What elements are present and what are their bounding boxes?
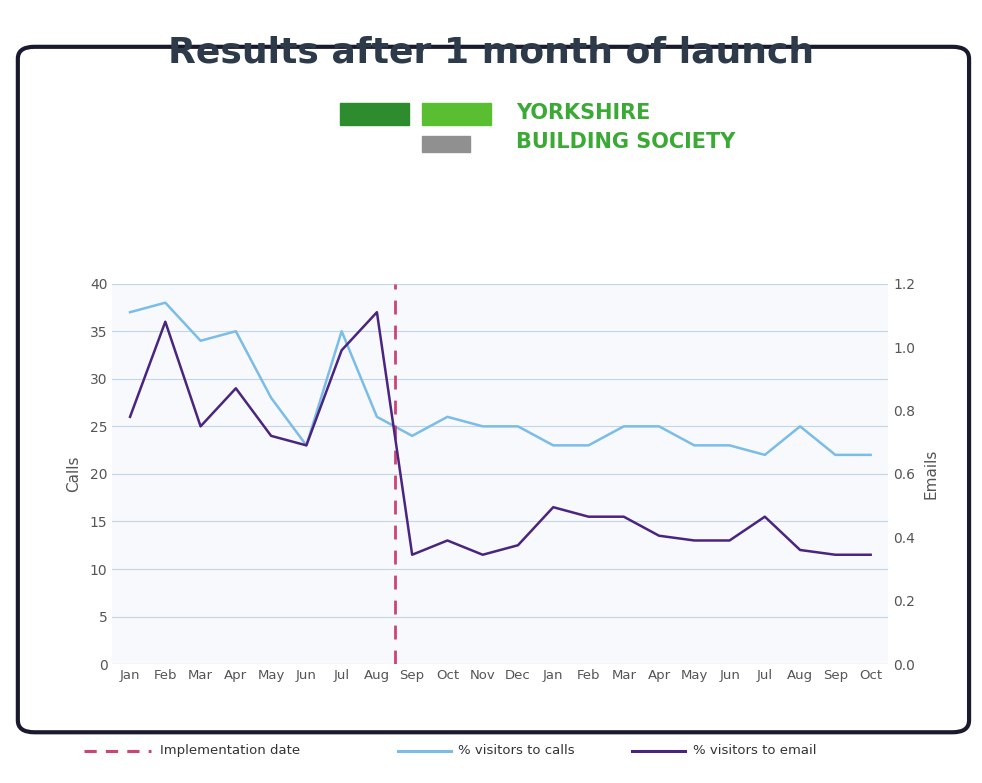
Y-axis label: Calls: Calls — [67, 456, 82, 493]
Text: % visitors to calls: % visitors to calls — [459, 744, 574, 757]
Text: Results after 1 month of launch: Results after 1 month of launch — [168, 35, 814, 69]
Text: YORKSHIRE: YORKSHIRE — [517, 103, 650, 123]
Y-axis label: Emails: Emails — [923, 449, 939, 499]
Text: % visitors to email: % visitors to email — [692, 744, 816, 757]
Bar — [340, 103, 409, 125]
Bar — [422, 103, 491, 125]
Text: BUILDING SOCIETY: BUILDING SOCIETY — [517, 132, 736, 152]
FancyBboxPatch shape — [18, 47, 969, 732]
Bar — [422, 136, 470, 152]
Text: Implementation date: Implementation date — [159, 744, 300, 757]
